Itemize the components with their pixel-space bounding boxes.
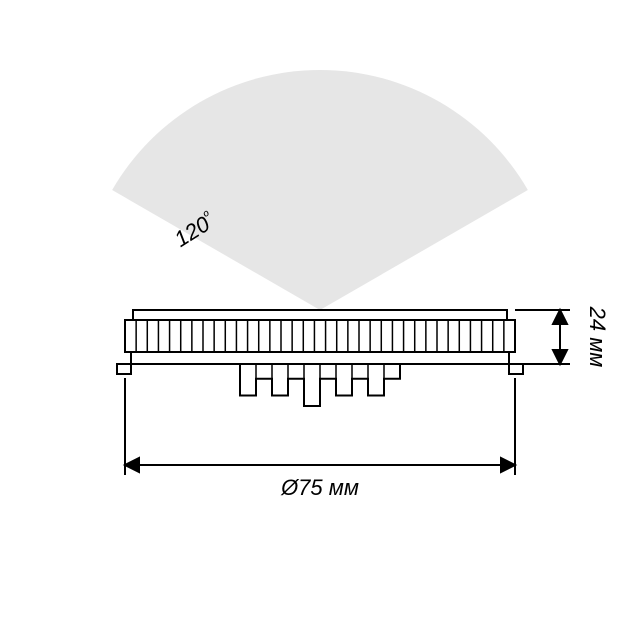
lamp-dimension-diagram: 120º 24 мм Ø75 мм xyxy=(0,0,640,640)
height-label: 24 мм xyxy=(585,306,610,368)
beam-cone: 120º xyxy=(112,70,528,310)
lamp-body xyxy=(117,310,523,406)
diameter-label: Ø75 мм xyxy=(280,475,359,500)
height-dimension: 24 мм xyxy=(515,306,610,368)
